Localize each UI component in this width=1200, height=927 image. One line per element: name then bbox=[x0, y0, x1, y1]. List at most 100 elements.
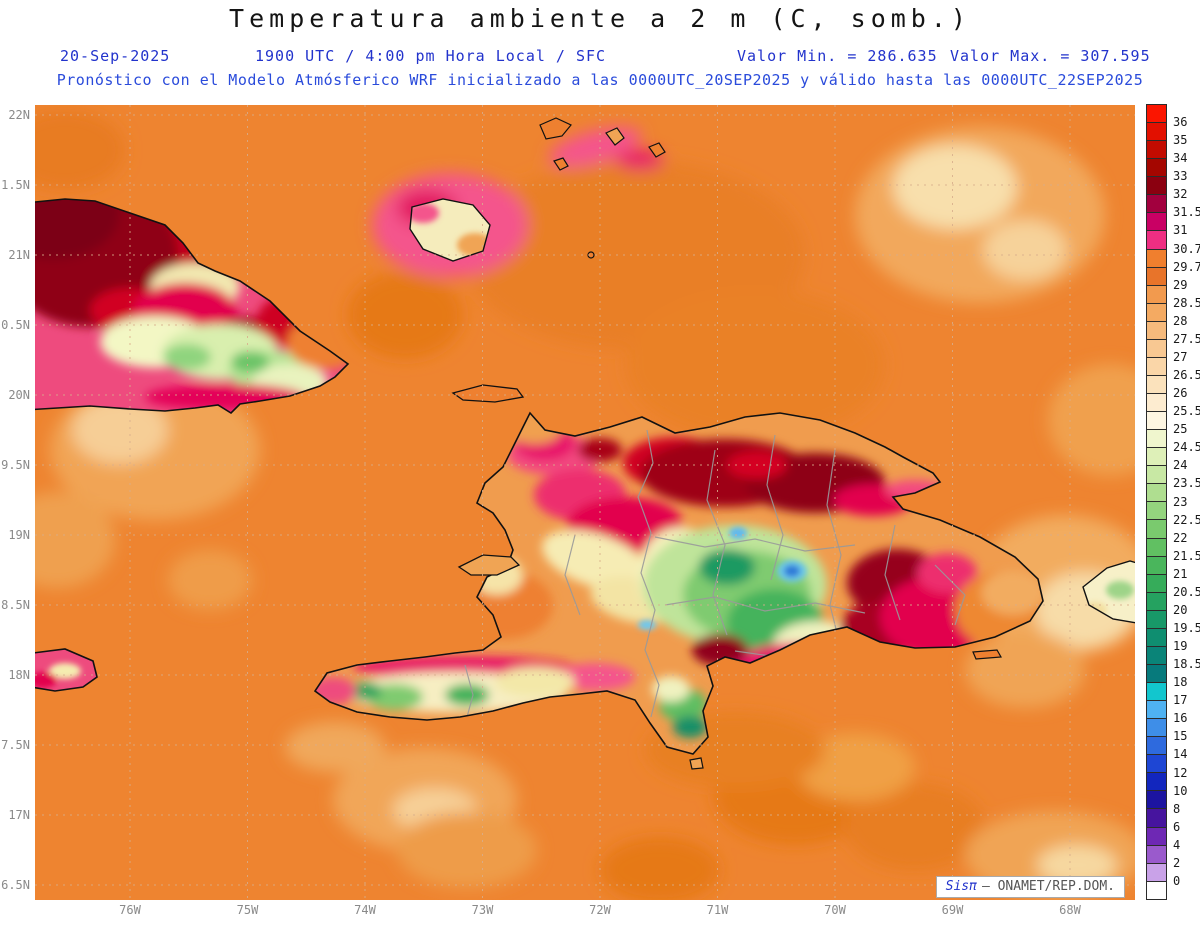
grid-lines bbox=[35, 105, 1135, 900]
legend-label: 29.7 bbox=[1173, 259, 1200, 274]
legend-color-box bbox=[1146, 790, 1167, 810]
latitude-tick-label: 8.5N bbox=[1, 598, 30, 612]
longitude-tick-label: 72W bbox=[589, 903, 611, 917]
legend-color-box bbox=[1146, 465, 1167, 485]
latitude-tick-label: 18N bbox=[8, 668, 30, 682]
legend-color-box bbox=[1146, 429, 1167, 449]
legend-label: 31.5 bbox=[1173, 205, 1200, 220]
legend-color-box bbox=[1146, 808, 1167, 828]
legend-label: 25 bbox=[1173, 422, 1188, 437]
legend-color-box bbox=[1146, 483, 1167, 503]
legend-color-box bbox=[1146, 104, 1167, 124]
legend-color-box bbox=[1146, 447, 1167, 467]
value-min: Valor Min. = 286.635 bbox=[737, 47, 938, 65]
legend-color-box bbox=[1146, 573, 1167, 593]
legend-color-box bbox=[1146, 862, 1167, 882]
watermark-text: – ONAMET/REP.DOM. bbox=[981, 879, 1115, 894]
legend-label: 28.5 bbox=[1173, 295, 1200, 310]
legend-label: 23.5 bbox=[1173, 476, 1200, 491]
legend-label: 34 bbox=[1173, 151, 1188, 166]
latitude-axis: 22N 1.5N 21N 0.5N 20N 9.5N 19N 8.5N 18N 7.5N 17N 6.… bbox=[0, 105, 33, 900]
watermark-brand: Sisπ bbox=[945, 879, 977, 894]
legend-color-box bbox=[1146, 176, 1167, 196]
legend-label: 33 bbox=[1173, 169, 1188, 184]
legend-color-box bbox=[1146, 122, 1167, 142]
latitude-tick-label: 19N bbox=[8, 528, 30, 542]
legend-label: 19.5 bbox=[1173, 620, 1200, 635]
legend-label: 24 bbox=[1173, 458, 1188, 473]
latitude-tick-label: 22N bbox=[8, 108, 30, 122]
legend-color-scale bbox=[1146, 104, 1167, 900]
legend-label: 26.5 bbox=[1173, 368, 1200, 383]
value-max: Valor Max. = 307.595 bbox=[950, 47, 1151, 65]
legend-color-box bbox=[1146, 880, 1167, 900]
legend-color-box bbox=[1146, 718, 1167, 738]
legend-label: 36 bbox=[1173, 115, 1188, 130]
beata-island bbox=[689, 757, 704, 770]
legend-label: 22 bbox=[1173, 530, 1188, 545]
legend-label: 18.5 bbox=[1173, 657, 1200, 672]
longitude-axis: 76W 75W 74W 73W 72W 71W 70W 69W 68W bbox=[35, 903, 1135, 921]
legend-label: 8 bbox=[1173, 801, 1181, 816]
saona-island bbox=[972, 649, 1002, 660]
legend-label: 6 bbox=[1173, 819, 1181, 834]
legend-color-box bbox=[1146, 537, 1167, 557]
longitude-tick-label: 69W bbox=[941, 903, 964, 917]
latitude-tick-label: 7.5N bbox=[1, 738, 30, 752]
legend-color-box bbox=[1146, 356, 1167, 376]
legend-label: 35 bbox=[1173, 133, 1188, 148]
legend-label: 18 bbox=[1173, 675, 1188, 690]
legend-color-box bbox=[1146, 772, 1167, 792]
legend-label: 29 bbox=[1173, 277, 1188, 292]
legend-color-box bbox=[1146, 411, 1167, 431]
legend-label: 27 bbox=[1173, 349, 1188, 364]
legend-color-box bbox=[1146, 736, 1167, 756]
latitude-tick-label: 17N bbox=[8, 808, 30, 822]
legend-color-box bbox=[1146, 844, 1167, 864]
legend-label: 20 bbox=[1173, 602, 1188, 617]
legend-color-box bbox=[1146, 393, 1167, 413]
legend-color-box bbox=[1146, 519, 1167, 539]
longitude-tick-label: 70W bbox=[824, 903, 846, 917]
legend-color-box bbox=[1146, 627, 1167, 647]
longitude-tick-label: 68W bbox=[1059, 903, 1081, 917]
forecast-time: 1900 UTC / 4:00 pm Hora Local / SFC bbox=[255, 47, 607, 65]
latitude-tick-label: 20N bbox=[8, 388, 30, 402]
longitude-tick-label: 74W bbox=[354, 903, 376, 917]
forecast-description: Pronóstico con el Modelo Atmósferico WRF… bbox=[56, 71, 1144, 89]
legend-label: 32 bbox=[1173, 187, 1188, 202]
watermark: Sisπ – ONAMET/REP.DOM. bbox=[935, 876, 1125, 898]
legend-label: 22.5 bbox=[1173, 512, 1200, 527]
legend-color-box bbox=[1146, 682, 1167, 702]
longitude-tick-label: 71W bbox=[706, 903, 729, 917]
legend-label: 15 bbox=[1173, 729, 1188, 744]
legend-color-box bbox=[1146, 555, 1167, 575]
map-canvas bbox=[35, 105, 1135, 900]
legend-color-box bbox=[1146, 212, 1167, 232]
legend-color-box bbox=[1146, 140, 1167, 160]
bahamas-islands bbox=[539, 117, 666, 259]
legend-color-box bbox=[1146, 663, 1167, 683]
legend-label: 14 bbox=[1173, 747, 1188, 762]
legend-label: 12 bbox=[1173, 765, 1188, 780]
legend-label: 28 bbox=[1173, 313, 1188, 328]
longitude-tick-label: 73W bbox=[471, 903, 494, 917]
legend-label: 23 bbox=[1173, 494, 1188, 509]
legend-color-box bbox=[1146, 230, 1167, 250]
legend-label: 21.5 bbox=[1173, 548, 1200, 563]
longitude-tick-label: 75W bbox=[236, 903, 259, 917]
legend-label: 4 bbox=[1173, 837, 1181, 852]
legend-color-box bbox=[1146, 284, 1167, 304]
latitude-tick-label: 21N bbox=[8, 248, 30, 262]
legend-color-box bbox=[1146, 302, 1167, 322]
legend-label: 24.5 bbox=[1173, 440, 1200, 455]
legend-label: 19 bbox=[1173, 639, 1188, 654]
legend-label: 27.5 bbox=[1173, 331, 1200, 346]
legend-color-box bbox=[1146, 320, 1167, 340]
legend-label: 0 bbox=[1173, 873, 1181, 888]
legend-label: 16 bbox=[1173, 711, 1188, 726]
legend-color-box bbox=[1146, 248, 1167, 268]
color-legend: 36 35 34 33 32 31.5 31 30.7 29.7 29 28.5 28 27.5 27 26… bbox=[1146, 104, 1200, 900]
latitude-tick-label: 6.5N bbox=[1, 878, 30, 892]
